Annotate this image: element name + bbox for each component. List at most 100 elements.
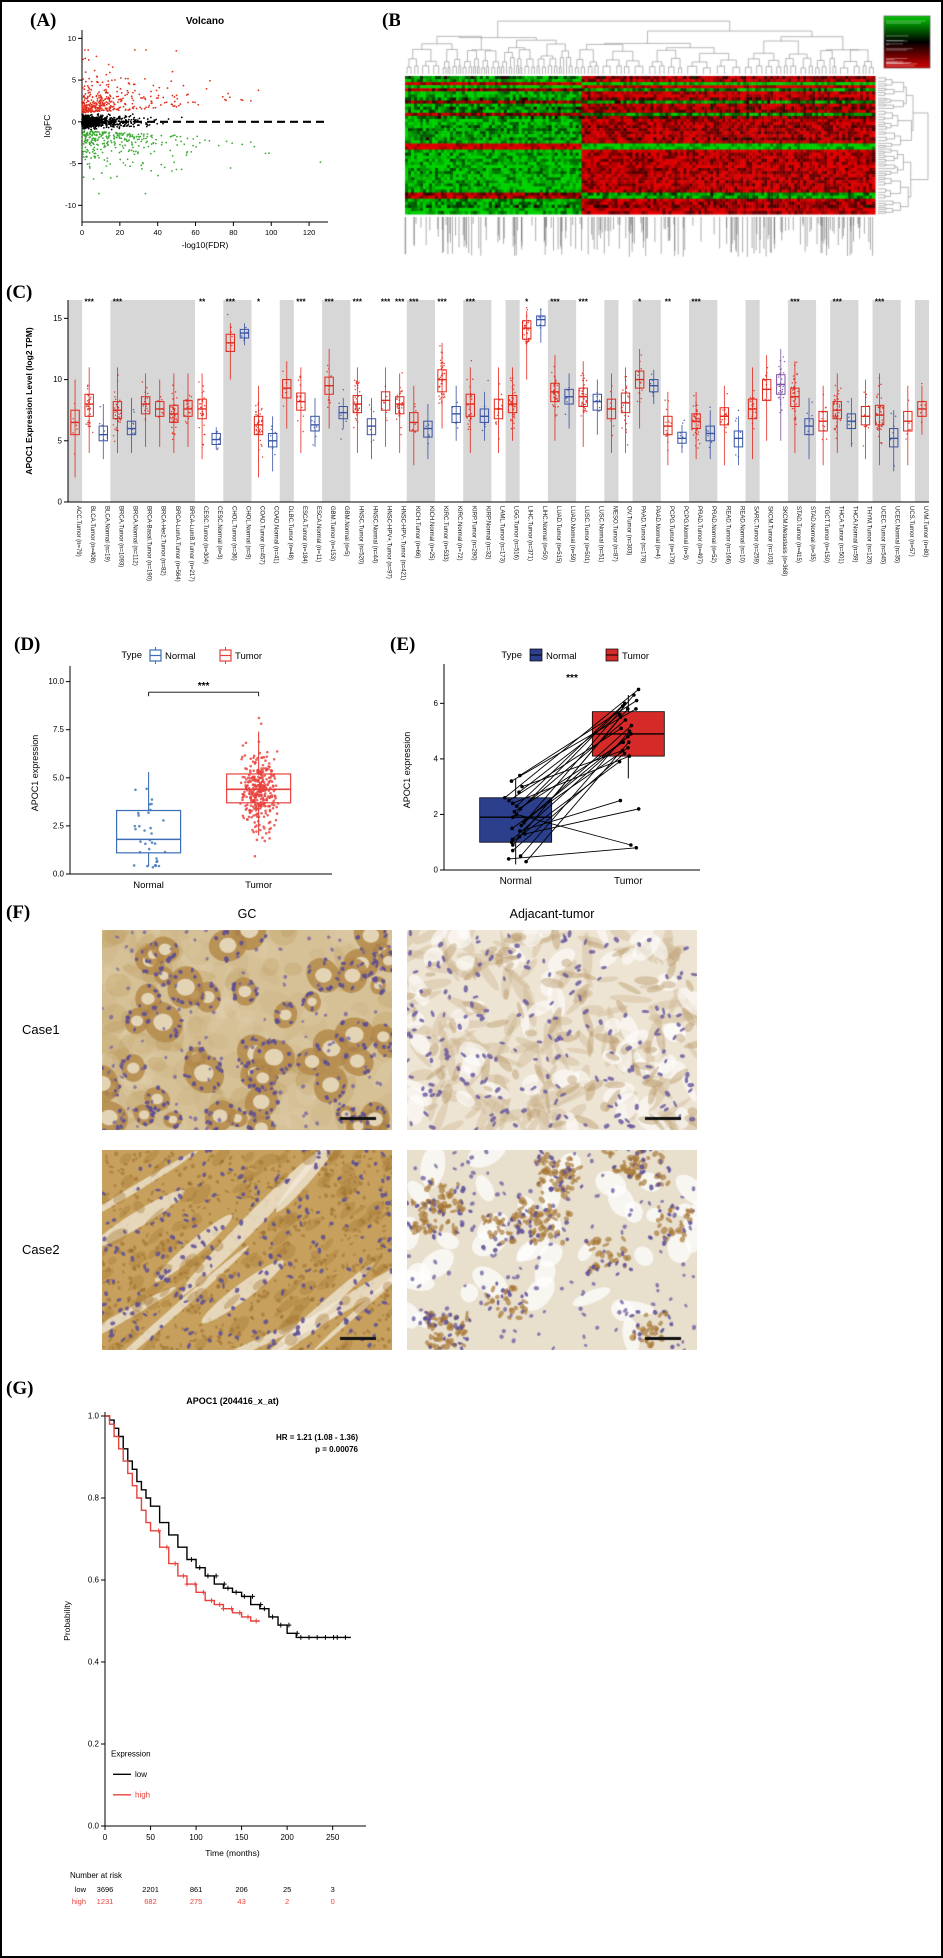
svg-text:***: ***	[226, 297, 236, 306]
svg-text:THCA.Normal (n=59): THCA.Normal (n=59)	[851, 506, 857, 563]
ihc-image-case1-adjacent	[407, 930, 697, 1130]
svg-text:50: 50	[146, 1833, 155, 1842]
svg-text:LUSC.Tumor (n=501): LUSC.Tumor (n=501)	[583, 506, 589, 563]
jitter-points	[132, 787, 167, 869]
svg-text:206: 206	[235, 1885, 248, 1894]
panel-g-label: (G)	[6, 1378, 34, 1399]
svg-text:***: ***	[790, 297, 800, 306]
svg-text:HNSC.Tumor (n=520): HNSC.Tumor (n=520)	[357, 506, 363, 564]
jitter-points	[790, 361, 799, 425]
svg-text:p = 0.00076: p = 0.00076	[315, 1445, 358, 1454]
svg-text:Tumor: Tumor	[245, 880, 272, 891]
svg-text:Number at risk: Number at risk	[70, 1871, 123, 1880]
svg-text:0.8: 0.8	[88, 1494, 100, 1503]
jitter-points	[466, 359, 474, 431]
svg-text:BRCA-Basal.Tumor (n=190): BRCA-Basal.Tumor (n=190)	[146, 506, 152, 581]
svg-text:OV.Tumor (n=303): OV.Tumor (n=303)	[626, 506, 632, 555]
svg-text:PRAD.Tumor (n=497): PRAD.Tumor (n=497)	[696, 506, 702, 564]
normal-tumor-boxplot: Type Normal Tumor 0.0 2.5 5.0 7.5 10.0 APOC1 exp…	[30, 647, 332, 891]
svg-text:LIHC.Normal (n=50): LIHC.Normal (n=50)	[541, 506, 547, 560]
svg-text:0.4: 0.4	[88, 1658, 100, 1667]
jitter-points	[311, 419, 318, 446]
svg-text:KIRC.Tumor (n=533): KIRC.Tumor (n=533)	[442, 506, 448, 562]
svg-text:ACC.Tumor (n=79): ACC.Tumor (n=79)	[75, 506, 81, 557]
svg-text:LAML.Tumor (n=173): LAML.Tumor (n=173)	[499, 506, 505, 563]
svg-text:Normal: Normal	[133, 880, 164, 891]
svg-text:HNSC-HPV+.Tumor (n=97): HNSC-HPV+.Tumor (n=97)	[386, 506, 392, 579]
svg-text:5.0: 5.0	[53, 773, 65, 782]
svg-text:7.5: 7.5	[53, 725, 65, 734]
svg-text:275: 275	[190, 1897, 203, 1906]
svg-text:Tumor: Tumor	[614, 876, 643, 887]
svg-text:5: 5	[58, 436, 63, 445]
svg-text:APOC1 (204416_x_at): APOC1 (204416_x_at)	[186, 1396, 279, 1406]
svg-text:READ.Normal (n=10): READ.Normal (n=10)	[738, 506, 744, 563]
svg-text:BRCA.Tumor (n=1093): BRCA.Tumor (n=1093)	[117, 506, 123, 567]
svg-text:LUAD.Normal (n=59): LUAD.Normal (n=59)	[569, 506, 575, 562]
svg-text:60: 60	[191, 228, 199, 237]
jitter-points	[255, 402, 264, 458]
svg-text:100: 100	[265, 228, 278, 237]
svg-text:***: ***	[324, 297, 334, 306]
svg-text:***: ***	[833, 297, 843, 306]
svg-text:40: 40	[154, 228, 162, 237]
svg-text:0.2: 0.2	[88, 1740, 100, 1749]
svg-text:Normal: Normal	[500, 876, 532, 887]
svg-text:READ.Tumor (n=166): READ.Tumor (n=166)	[724, 506, 730, 564]
jitter-points	[762, 366, 770, 401]
svg-text:Probability: Probability	[62, 1600, 72, 1640]
svg-text:KICH.Normal (n=25): KICH.Normal (n=25)	[428, 506, 434, 561]
svg-text:***: ***	[691, 297, 701, 306]
svg-text:150: 150	[235, 1833, 249, 1842]
svg-text:***: ***	[395, 297, 405, 306]
svg-text:2201: 2201	[142, 1885, 159, 1894]
svg-text:LIHC.Tumor (n=371): LIHC.Tumor (n=371)	[527, 506, 533, 561]
svg-text:250: 250	[326, 1833, 340, 1842]
svg-text:CHOL.Tumor (n=36): CHOL.Tumor (n=36)	[230, 506, 236, 561]
jitter-points	[411, 403, 417, 433]
ihc-image-case1-gc	[102, 930, 392, 1130]
svg-text:**: **	[665, 297, 672, 306]
svg-text:***: ***	[579, 297, 589, 306]
svg-text:PCPG.Tumor (n=179): PCPG.Tumor (n=179)	[668, 506, 674, 564]
jitter-points	[734, 409, 742, 458]
svg-text:HNSC-HPV-.Tumor (n=421): HNSC-HPV-.Tumor (n=421)	[400, 506, 406, 580]
jitter-points	[296, 375, 305, 433]
svg-text:1.0: 1.0	[88, 1412, 100, 1421]
svg-text:100: 100	[189, 1833, 203, 1842]
svg-text:15: 15	[53, 314, 62, 323]
svg-text:80: 80	[229, 228, 237, 237]
paired-expression-plot: Type Normal Tumor 0 2 4 6 APOC1 expression Norma…	[402, 648, 700, 887]
svg-text:STAD.Normal (n=35): STAD.Normal (n=35)	[809, 506, 815, 562]
svg-text:STAD.Tumor (n=415): STAD.Tumor (n=415)	[795, 506, 801, 563]
ihc-image-case2-gc	[102, 1150, 392, 1350]
svg-text:10: 10	[53, 375, 62, 384]
ihc-image-case2-adjacent	[407, 1150, 697, 1350]
svg-text:Tumor: Tumor	[235, 651, 262, 662]
svg-text:20: 20	[116, 228, 124, 237]
svg-text:GBM.Normal (n=5): GBM.Normal (n=5)	[343, 506, 349, 557]
svg-text:ESCA.Tumor (n=184): ESCA.Tumor (n=184)	[301, 506, 307, 564]
svg-text:0: 0	[434, 866, 439, 875]
ihc-row-header-case1: Case1	[22, 1022, 60, 1037]
heatmap-plot	[400, 12, 935, 267]
svg-text:COAD.Tumor (n=457): COAD.Tumor (n=457)	[259, 506, 265, 565]
jitter-points	[451, 401, 459, 429]
svg-text:UCS.Tumor (n=57): UCS.Tumor (n=57)	[908, 506, 914, 557]
svg-text:PCPG.Normal (n=3): PCPG.Normal (n=3)	[682, 506, 688, 560]
svg-text:5: 5	[72, 76, 76, 85]
svg-text:BLCA.Tumor (n=408): BLCA.Tumor (n=408)	[89, 506, 95, 563]
svg-text:PAAD.Normal (n=4): PAAD.Normal (n=4)	[654, 506, 660, 559]
svg-text:BLCA.Normal (n=19): BLCA.Normal (n=19)	[103, 506, 109, 562]
svg-text:***: ***	[550, 297, 560, 306]
ihc-row-header-case2: Case2	[22, 1242, 60, 1257]
svg-text:4: 4	[434, 754, 439, 763]
svg-text:2: 2	[434, 810, 439, 819]
svg-text:BRCA-Her2.Tumor (n=82): BRCA-Her2.Tumor (n=82)	[160, 506, 166, 576]
svg-text:***: ***	[381, 297, 391, 306]
svg-text:Volcano: Volcano	[186, 16, 224, 27]
svg-text:Type: Type	[121, 650, 142, 661]
svg-text:2: 2	[285, 1897, 289, 1906]
